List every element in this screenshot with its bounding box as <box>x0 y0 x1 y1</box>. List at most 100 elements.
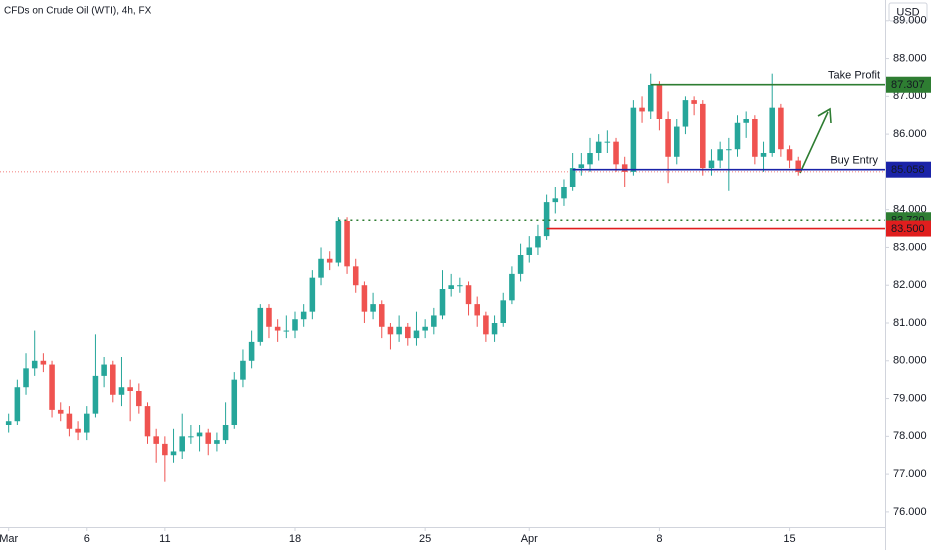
candle-body <box>639 107 645 112</box>
candle-body <box>14 387 21 422</box>
candle-body <box>465 285 472 305</box>
candle-body <box>240 360 246 380</box>
candle-body <box>769 107 775 153</box>
candle-body <box>118 387 125 395</box>
x-tick-label: 6 <box>84 533 90 545</box>
y-tick-label: 77.000 <box>893 468 927 480</box>
candle-body <box>5 421 12 425</box>
candle-body <box>439 289 446 316</box>
candle-body <box>153 436 159 444</box>
candle-body <box>127 387 133 391</box>
candle-body <box>75 428 81 433</box>
candle-body <box>144 406 151 437</box>
level-price-box <box>886 161 931 178</box>
chart-title: CFDs on Crude Oil (WTI), 4h, FX <box>4 6 152 17</box>
candle-body <box>526 247 533 255</box>
currency-label[interactable]: USD <box>896 6 919 18</box>
candle-body <box>266 307 272 327</box>
y-tick-label: 88.000 <box>893 52 927 64</box>
candle-body <box>673 126 680 157</box>
candle-body <box>257 307 264 342</box>
candle-body <box>335 221 342 263</box>
candle-body <box>691 100 697 104</box>
candle-body <box>795 160 802 172</box>
candle-body <box>752 119 758 157</box>
candle-body <box>595 141 602 153</box>
candle-body <box>387 326 394 335</box>
candle-body <box>378 304 385 327</box>
candle-body <box>561 187 567 199</box>
candle-body <box>743 119 749 123</box>
candle-body <box>665 119 671 157</box>
candle-body <box>396 326 402 335</box>
candle-body <box>344 221 350 267</box>
level-price-box <box>886 76 931 93</box>
x-tick-label: Apr <box>521 533 538 545</box>
candle-body <box>101 364 107 376</box>
candle-body <box>49 364 55 410</box>
candle-body <box>300 311 307 320</box>
candle-body <box>222 425 229 441</box>
level-price-label: 85.058 <box>891 164 925 176</box>
candle-body <box>578 164 585 169</box>
level-name: Take Profit <box>828 70 880 82</box>
candle-body <box>604 141 611 143</box>
candle-body <box>535 236 541 248</box>
candle-body <box>309 277 316 312</box>
candle-body <box>656 85 663 119</box>
candle-body <box>647 85 654 112</box>
candle-body <box>196 432 203 437</box>
candle-body <box>162 443 168 456</box>
candle-body <box>630 107 637 172</box>
candle-body <box>717 149 723 161</box>
candle-body <box>422 326 428 331</box>
candle-body <box>778 107 784 150</box>
y-tick-label: 82.000 <box>893 279 927 291</box>
candle-body <box>431 315 437 327</box>
candle-body <box>543 202 550 237</box>
candle-body <box>66 413 73 429</box>
candle-body <box>205 432 212 444</box>
candle-body <box>92 375 99 414</box>
x-tick-label: 15 <box>783 533 795 545</box>
candle-body <box>170 451 177 456</box>
candle-body <box>700 103 706 169</box>
candle-body <box>517 255 524 274</box>
candle-body <box>370 304 376 312</box>
candle-body <box>352 266 359 286</box>
candle-body <box>760 153 767 157</box>
candle-body <box>31 360 38 369</box>
candle-body <box>509 273 515 301</box>
candle-body <box>110 364 116 395</box>
arrow <box>799 107 832 174</box>
x-tick-label: 25 <box>419 533 431 545</box>
candle-body <box>361 285 368 312</box>
candle-body <box>448 285 454 289</box>
candle-body <box>587 153 593 165</box>
candle-body <box>682 100 689 127</box>
y-tick-label: 76.000 <box>893 506 927 518</box>
candle-body <box>552 198 559 203</box>
candle-body <box>40 360 47 365</box>
y-tick-label: 80.000 <box>893 355 927 367</box>
candle-body <box>734 122 741 150</box>
candle-body <box>326 258 333 263</box>
y-tick-label: 81.000 <box>893 317 927 329</box>
candle-body <box>621 164 628 172</box>
candle-body <box>500 300 507 323</box>
candle-body <box>474 304 480 316</box>
x-tick-label: 18 <box>289 533 301 545</box>
candle-body <box>491 323 498 335</box>
candle-body <box>292 319 298 331</box>
candle-body <box>405 326 411 339</box>
candle-body <box>613 141 619 165</box>
candle-body <box>483 315 489 335</box>
y-tick-label: 87.000 <box>893 90 927 102</box>
candle-body <box>136 391 142 407</box>
candle-body <box>83 413 90 433</box>
candle-body <box>283 330 290 332</box>
candle-body <box>214 440 220 444</box>
currency-button[interactable] <box>888 2 928 22</box>
y-tick-label: 78.000 <box>893 430 927 442</box>
